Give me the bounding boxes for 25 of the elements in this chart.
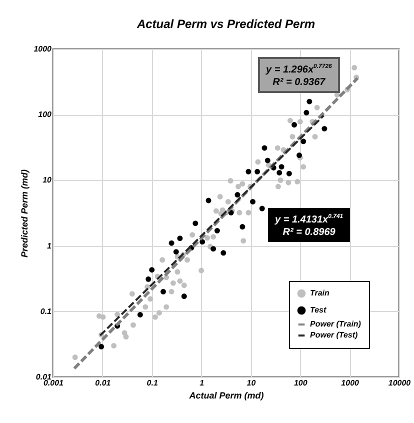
legend-label: Test bbox=[310, 306, 326, 314]
legend-label: Power (Train) bbox=[310, 320, 362, 328]
x-tick-label: 0.01 bbox=[95, 378, 112, 388]
y-tick-label: 1 bbox=[47, 241, 52, 250]
y-tick-label: 0.01 bbox=[36, 372, 52, 382]
y-tick-label: 100 bbox=[38, 110, 52, 120]
annotation: y = 1.4131x$^{0.741}$ bbox=[275, 214, 344, 226]
x-tick-label: 1000 bbox=[341, 378, 360, 388]
y-axis-title: Predicted Perm (md) bbox=[20, 169, 30, 258]
x-tick-label: 0.1 bbox=[146, 378, 158, 388]
y-tick-label: 0.1 bbox=[40, 306, 52, 316]
x-tick-label: 10 bbox=[246, 378, 256, 388]
y-tick-label: 1000 bbox=[34, 44, 52, 54]
annotation: R² = 0.8969 bbox=[282, 227, 336, 238]
legend-label: Power (Test) bbox=[310, 330, 358, 340]
annotation: y = 1.296x$^{0.7726}$ bbox=[266, 64, 332, 76]
legend-label: Train bbox=[310, 288, 330, 298]
x-tick-label: 0.001 bbox=[43, 378, 64, 388]
chart-title: Actual Perm vs Predicted Perm bbox=[136, 17, 316, 31]
annotation: R² = 0.9367 bbox=[272, 77, 326, 88]
y-tick-label: 10 bbox=[42, 176, 52, 185]
x-tick-label: 1 bbox=[200, 378, 205, 388]
x-tick-label: 10000 bbox=[388, 378, 412, 388]
x-axis-title: Actual Perm (md) bbox=[188, 390, 264, 400]
x-tick-label: 100 bbox=[294, 378, 308, 388]
